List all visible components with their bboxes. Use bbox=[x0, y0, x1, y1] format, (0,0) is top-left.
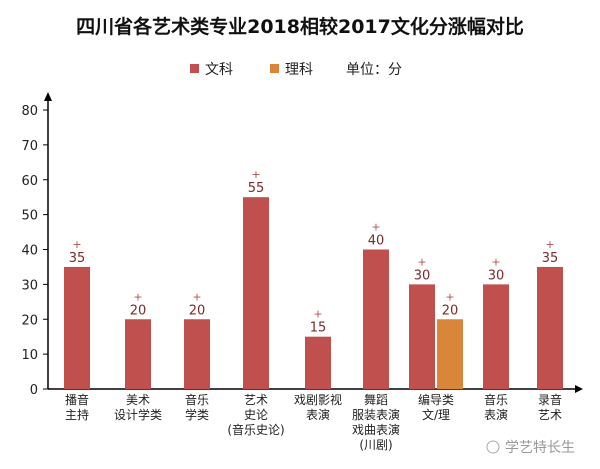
x-tick-label: 服装表演 bbox=[352, 407, 400, 422]
bar bbox=[437, 319, 463, 389]
x-tick-label: 播音 bbox=[65, 392, 89, 407]
y-tick-label: 30 bbox=[21, 278, 38, 293]
x-tick-label: 表演 bbox=[306, 407, 330, 422]
data-label-prefix: + bbox=[445, 290, 454, 303]
y-tick-label: 50 bbox=[21, 209, 38, 224]
y-tick-label: 40 bbox=[21, 244, 38, 259]
data-label-prefix: + bbox=[133, 290, 142, 303]
data-label-prefix: + bbox=[251, 168, 260, 181]
bar bbox=[537, 266, 563, 389]
data-label: 35 bbox=[542, 251, 559, 266]
x-tick-label: 文/理 bbox=[422, 407, 450, 422]
y-tick-label: 10 bbox=[21, 348, 38, 363]
data-label: 20 bbox=[442, 303, 459, 318]
bar bbox=[305, 336, 331, 389]
x-tick-label: 舞蹈 bbox=[364, 393, 388, 407]
x-tick-label: 戏曲表演 bbox=[352, 422, 400, 437]
data-label: 35 bbox=[69, 251, 86, 266]
y-axis-arrow bbox=[44, 92, 52, 101]
x-tick-label: 戏剧影视 bbox=[294, 392, 342, 407]
x-tick-label: 音乐 bbox=[484, 392, 508, 407]
y-tick-label: 70 bbox=[21, 139, 38, 154]
data-label: 20 bbox=[189, 303, 206, 318]
data-label-prefix: + bbox=[417, 255, 426, 268]
bar bbox=[243, 197, 269, 389]
data-label: 40 bbox=[368, 234, 385, 249]
data-label: 30 bbox=[488, 268, 505, 283]
legend-label: 文科 bbox=[205, 62, 233, 78]
data-label-prefix: + bbox=[192, 290, 201, 303]
x-tick-label: 史论 bbox=[244, 408, 268, 422]
bar bbox=[64, 266, 90, 389]
data-label-prefix: + bbox=[313, 308, 322, 321]
y-tick-label: 80 bbox=[21, 104, 38, 119]
x-tick-label: 表演 bbox=[484, 407, 508, 422]
x-tick-label: 艺术 bbox=[244, 393, 268, 407]
legend-label: 理科 bbox=[285, 62, 313, 78]
x-axis-arrow bbox=[575, 385, 583, 393]
watermark: 学艺特长生 bbox=[505, 440, 575, 456]
data-label-prefix: + bbox=[491, 255, 500, 268]
x-tick-label: 学类 bbox=[185, 407, 209, 422]
wechat-icon bbox=[486, 440, 500, 454]
chart-title: 四川省各艺术类专业2018相较2017文化分涨幅对比 bbox=[76, 15, 524, 38]
x-tick-label: 音乐 bbox=[185, 392, 209, 407]
x-tick-label: 录音 bbox=[538, 392, 562, 407]
data-label: 15 bbox=[310, 321, 327, 336]
data-label: 55 bbox=[248, 181, 265, 196]
y-tick-label: 60 bbox=[21, 174, 38, 189]
data-label: 30 bbox=[414, 268, 431, 283]
bar bbox=[184, 319, 210, 389]
x-tick-label: 美术 bbox=[126, 393, 150, 407]
bar bbox=[409, 284, 435, 389]
data-label: 20 bbox=[130, 303, 147, 318]
bar bbox=[125, 319, 151, 389]
y-tick-label: 20 bbox=[21, 313, 38, 328]
data-label-prefix: + bbox=[72, 238, 81, 251]
bar bbox=[483, 284, 509, 389]
legend-swatch bbox=[190, 64, 199, 73]
unit-note: 单位：分 bbox=[346, 62, 402, 78]
x-tick-label: (音乐史论) bbox=[227, 422, 284, 437]
y-tick-label: 0 bbox=[30, 383, 38, 398]
bar bbox=[363, 249, 389, 389]
x-tick-label: 编导类 bbox=[418, 392, 454, 407]
x-tick-label: 设计学类 bbox=[114, 407, 162, 422]
data-label-prefix: + bbox=[371, 221, 380, 234]
data-label-prefix: + bbox=[545, 238, 554, 251]
x-tick-label: 主持 bbox=[65, 407, 89, 422]
x-tick-label: 艺术 bbox=[538, 408, 562, 422]
legend-swatch bbox=[270, 64, 279, 73]
x-tick-label: (川剧) bbox=[359, 438, 392, 452]
